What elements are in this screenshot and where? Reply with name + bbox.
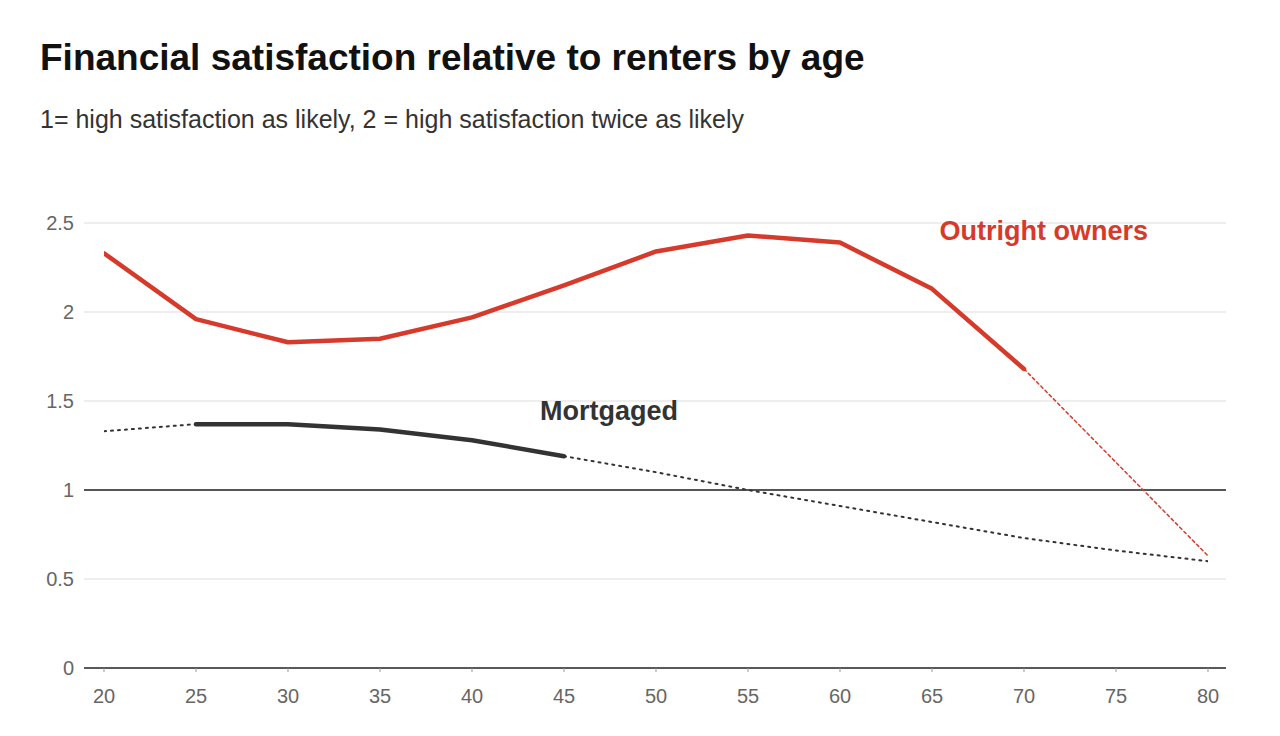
x-tick bbox=[932, 668, 933, 672]
y-tick-label: 0 bbox=[63, 657, 74, 679]
x-tick-label: 20 bbox=[93, 685, 115, 707]
plot-area bbox=[104, 235, 1208, 561]
subtitle: 1= high satisfaction as likely, 2 = high… bbox=[40, 105, 745, 133]
x-tick-label: 35 bbox=[369, 685, 391, 707]
x-tick-label: 45 bbox=[553, 685, 575, 707]
y-tick-label: 2.5 bbox=[46, 212, 74, 234]
x-tick bbox=[1116, 668, 1117, 672]
x-tick-label: 70 bbox=[1013, 685, 1035, 707]
x-tick bbox=[196, 668, 197, 672]
x-tick bbox=[104, 668, 105, 672]
series-line bbox=[564, 456, 1208, 561]
x-tick bbox=[656, 668, 657, 672]
x-tick-label: 65 bbox=[921, 685, 943, 707]
y-tick-label: 1.5 bbox=[46, 390, 74, 412]
x-tick bbox=[1024, 668, 1025, 672]
x-tick bbox=[380, 668, 381, 672]
series-label: Mortgaged bbox=[540, 396, 678, 426]
grid-line bbox=[84, 312, 1226, 313]
title: Financial satisfaction relative to rente… bbox=[40, 37, 865, 78]
grid-line bbox=[84, 490, 1226, 491]
x-tick-label: 25 bbox=[185, 685, 207, 707]
series-line bbox=[104, 424, 196, 431]
x-tick-label: 30 bbox=[277, 685, 299, 707]
x-tick bbox=[564, 668, 565, 672]
x-tick-label: 75 bbox=[1105, 685, 1127, 707]
x-tick-label: 50 bbox=[645, 685, 667, 707]
series-line bbox=[104, 235, 1024, 368]
x-tick-label: 80 bbox=[1197, 685, 1219, 707]
x-tick bbox=[1208, 668, 1209, 672]
reference-line bbox=[84, 489, 1226, 491]
grid-line bbox=[84, 579, 1226, 580]
x-tick bbox=[840, 668, 841, 672]
x-tick bbox=[472, 668, 473, 672]
series-line bbox=[1024, 369, 1208, 556]
x-tick bbox=[288, 668, 289, 672]
x-tick bbox=[748, 668, 749, 672]
x-axis-line bbox=[84, 667, 1226, 669]
chart: Financial satisfaction relative to rente… bbox=[0, 0, 1280, 736]
y-tick-label: 2 bbox=[63, 301, 74, 323]
series-line bbox=[196, 424, 564, 456]
y-tick-label: 1 bbox=[63, 479, 74, 501]
x-tick-label: 60 bbox=[829, 685, 851, 707]
x-tick-label: 40 bbox=[461, 685, 483, 707]
x-tick-label: 55 bbox=[737, 685, 759, 707]
y-tick-label: 0.5 bbox=[46, 568, 74, 590]
series-label: Outright owners bbox=[940, 216, 1149, 246]
